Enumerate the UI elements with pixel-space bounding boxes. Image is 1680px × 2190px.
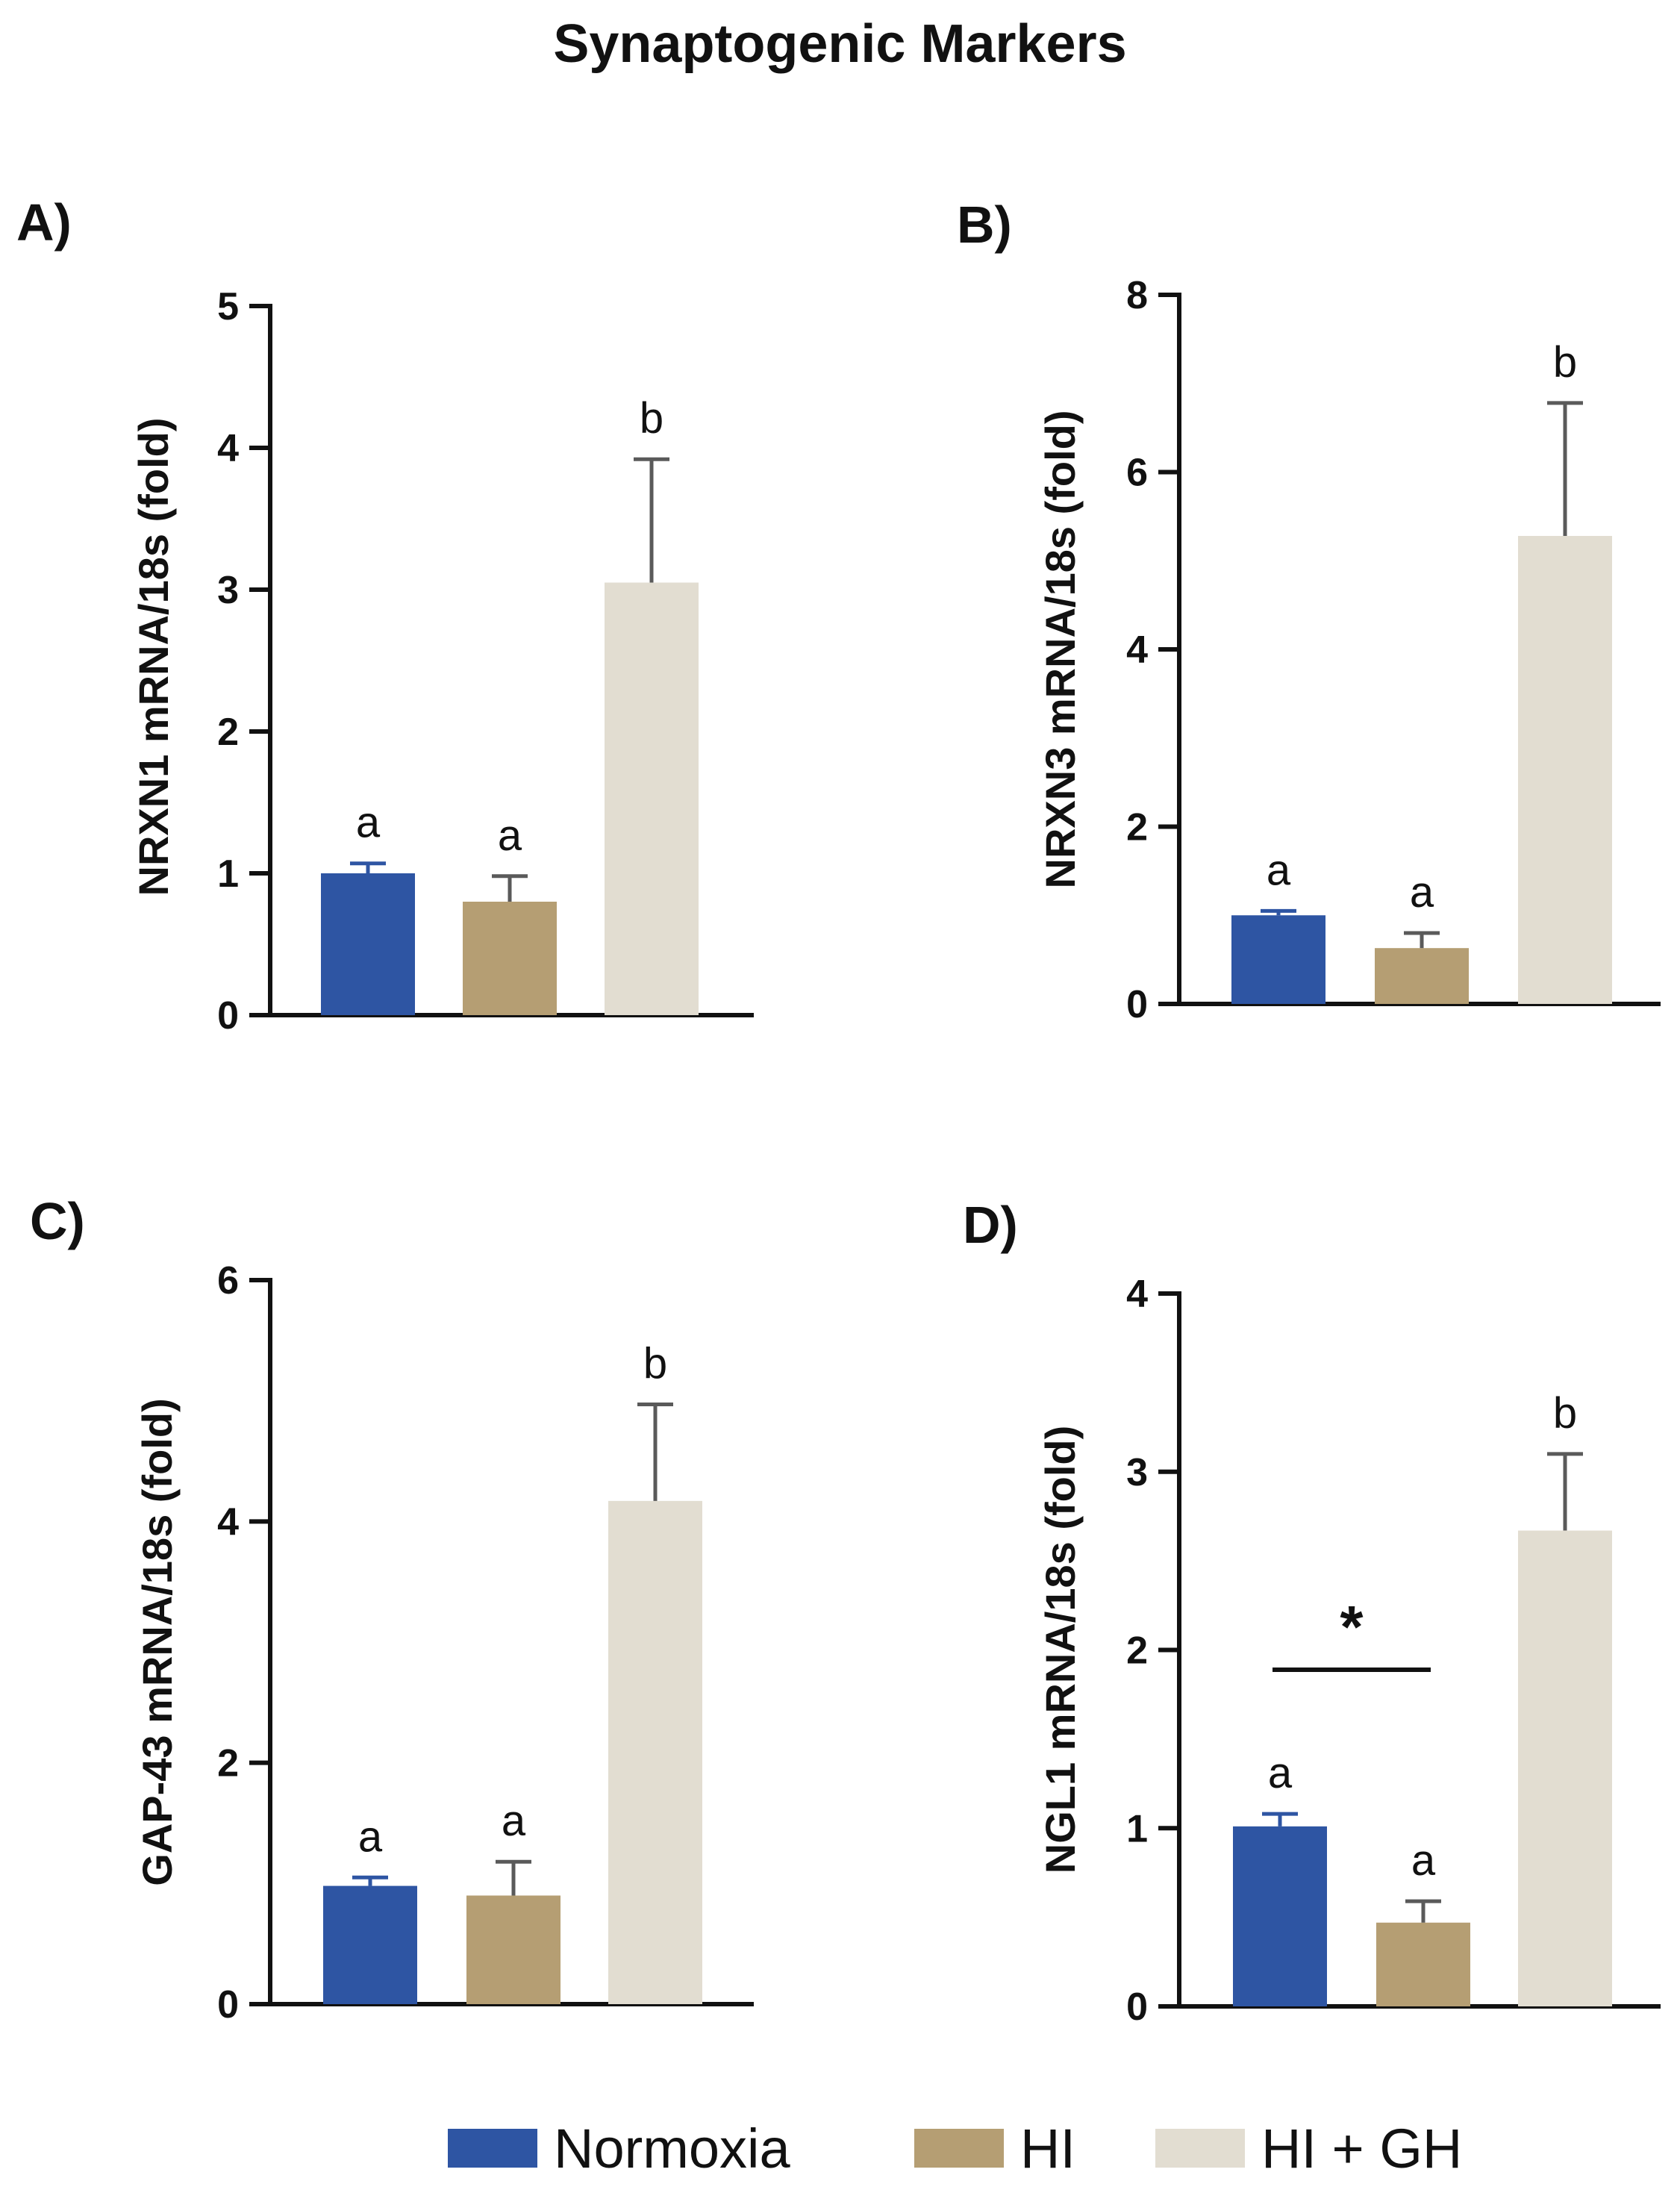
panel-1-y-tick-label: 2 <box>217 711 239 754</box>
panel-3-sig-letter-hi-gh: b <box>643 1340 667 1388</box>
panel-1-sig-letter-normoxia: a <box>356 799 381 847</box>
panel-4-label: D) <box>963 1196 1018 1254</box>
panel-2-sig-letter-hi-gh: b <box>1553 338 1577 387</box>
legend-swatch-hi <box>914 2129 1004 2168</box>
panel-2-bar-hi-gh <box>1518 536 1612 1004</box>
panel-1-y-tick-label: 1 <box>217 852 239 896</box>
panel-4-sig-letter-hi-gh: b <box>1553 1389 1577 1438</box>
panel-1-y-tick-label: 4 <box>217 427 239 470</box>
panel-1-y-axis-label: NRXN1 mRNA/18s (fold) <box>130 418 177 896</box>
panel-3-y-axis-label: GAP-43 mRNA/18s (fold) <box>134 1398 181 1885</box>
panel-1-label: A) <box>16 193 72 252</box>
panel-4-y-tick-label: 3 <box>1126 1451 1148 1494</box>
panel-4-bar-normoxia <box>1233 1826 1327 2006</box>
legend: Normoxia HI HI + GH <box>0 2111 1680 2186</box>
panel-3-bar-normoxia <box>323 1885 417 2004</box>
panel-3-bar-hi-gh <box>608 1500 702 2004</box>
panel-1-y-tick-label: 3 <box>217 569 239 612</box>
figure-title: Synaptogenic Markers <box>553 14 1127 74</box>
panel-1-y-tick-label: 5 <box>217 285 239 328</box>
panel-2-y-tick-label: 4 <box>1126 628 1148 672</box>
legend-label-hi-gh: HI + GH <box>1261 2117 1463 2180</box>
legend-item-normoxia: Normoxia <box>448 2111 790 2186</box>
panel-4-y-tick-label: 0 <box>1126 1985 1148 2029</box>
panel-1-bar-normoxia <box>321 873 415 1015</box>
panel-1-sig-letter-hi: a <box>498 811 522 860</box>
panel-4-sig-letter-normoxia: a <box>1268 1749 1293 1797</box>
panel-2-y-tick-label: 6 <box>1126 452 1148 495</box>
panel-4-comparison-star: * <box>1340 1594 1364 1660</box>
panel-4-y-axis-label: NGL1 mRNA/18s (fold) <box>1037 1426 1084 1874</box>
panel-2-sig-letter-normoxia: a <box>1267 846 1291 894</box>
panel-4-y-tick-label: 2 <box>1126 1629 1148 1673</box>
panel-2-bar-normoxia <box>1231 915 1325 1004</box>
legend-label-normoxia: Normoxia <box>554 2117 790 2180</box>
panel-2-bar-hi <box>1375 948 1469 1004</box>
panel-3-y-tick-label: 2 <box>217 1742 239 1785</box>
legend-item-hi: HI <box>914 2111 1075 2186</box>
panel-3-y-tick-label: 6 <box>217 1259 239 1303</box>
panel-1-bar-hi <box>463 902 557 1015</box>
legend-swatch-normoxia <box>448 2129 537 2168</box>
panel-1-sig-letter-hi-gh: b <box>640 394 663 443</box>
panel-4-bar-hi <box>1376 1922 1470 2006</box>
panel-3-bar-hi <box>466 1895 560 2004</box>
panel-3-label: C) <box>30 1192 85 1250</box>
panel-1-y-tick-label: 0 <box>217 994 239 1038</box>
panel-3-sig-letter-normoxia: a <box>358 1812 383 1861</box>
panel-3-y-tick-label: 4 <box>217 1500 239 1544</box>
legend-label-hi: HI <box>1020 2117 1075 2180</box>
panel-2-y-axis-label: NRXN3 mRNA/18s (fold) <box>1037 411 1084 889</box>
panel-4-y-tick-label: 1 <box>1126 1807 1148 1850</box>
panel-1-bar-hi-gh <box>605 582 699 1015</box>
legend-item-hi-gh: HI + GH <box>1155 2111 1462 2186</box>
panel-3-sig-letter-hi: a <box>502 1797 526 1845</box>
legend-swatch-hi-gh <box>1155 2129 1245 2168</box>
panel-4-y-tick-label: 4 <box>1126 1273 1148 1316</box>
panel-4-bar-hi-gh <box>1518 1530 1612 2006</box>
panel-2-y-tick-label: 0 <box>1126 983 1148 1026</box>
panel-2-sig-letter-hi: a <box>1410 868 1434 917</box>
panel-2-y-tick-label: 2 <box>1126 806 1148 849</box>
panel-2-label: B) <box>957 196 1012 254</box>
panel-4-sig-letter-hi: a <box>1411 1836 1436 1885</box>
panel-3-y-tick-label: 0 <box>217 1983 239 2027</box>
panel-2-y-tick-label: 8 <box>1126 274 1148 317</box>
